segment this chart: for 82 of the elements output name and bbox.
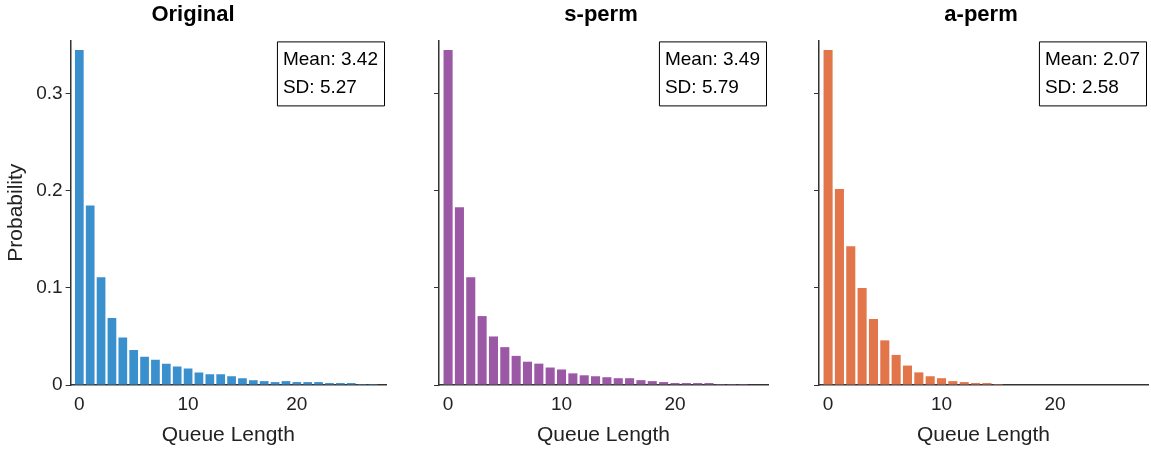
y-tick-label: 0.2 bbox=[36, 179, 63, 201]
bar bbox=[151, 359, 160, 385]
bar bbox=[868, 318, 878, 385]
y-tick-label: 0.1 bbox=[36, 276, 63, 298]
x-axis-title: Queue Length bbox=[536, 422, 671, 446]
bar bbox=[636, 380, 646, 385]
bar bbox=[959, 382, 969, 385]
bar bbox=[216, 374, 226, 385]
bar bbox=[925, 376, 935, 385]
x-tick-label: 0 bbox=[442, 392, 454, 414]
bar bbox=[568, 373, 578, 385]
bar bbox=[647, 381, 657, 385]
annotation: Mean: 3.42 bbox=[282, 47, 379, 69]
bar bbox=[880, 340, 890, 385]
bar bbox=[205, 374, 215, 385]
y-axis-title: Probability bbox=[3, 163, 27, 262]
x-axis-title: Queue Length bbox=[161, 422, 295, 446]
x-axis-title: Queue Length bbox=[916, 422, 1051, 446]
bar bbox=[129, 350, 139, 385]
bar bbox=[238, 378, 247, 385]
bar bbox=[511, 355, 521, 385]
annotation: Mean: 2.07 bbox=[1044, 47, 1141, 69]
bar bbox=[823, 50, 833, 385]
bar bbox=[522, 361, 533, 385]
bar bbox=[846, 246, 856, 385]
x-tick-label: 20 bbox=[286, 392, 308, 414]
bar bbox=[140, 356, 149, 385]
bar bbox=[443, 50, 453, 385]
x-tick-label: 20 bbox=[664, 392, 686, 414]
x-tick-label: 10 bbox=[930, 392, 953, 414]
bar bbox=[74, 50, 84, 385]
bar bbox=[602, 377, 612, 385]
bar bbox=[161, 363, 171, 385]
bar bbox=[914, 372, 924, 385]
bar bbox=[248, 380, 258, 385]
bar bbox=[96, 277, 106, 385]
bar bbox=[292, 382, 302, 385]
bar bbox=[488, 336, 498, 385]
bar bbox=[107, 318, 117, 385]
bar bbox=[891, 354, 901, 385]
bar bbox=[259, 381, 269, 385]
x-tick-label: 10 bbox=[550, 392, 573, 414]
bar bbox=[85, 205, 95, 385]
bar bbox=[834, 188, 844, 385]
chart-title: Original bbox=[151, 1, 235, 27]
bar bbox=[902, 365, 913, 385]
x-tick-label: 0 bbox=[822, 392, 834, 414]
annotation: SD: 5.79 bbox=[664, 75, 739, 97]
bar bbox=[303, 382, 313, 385]
y-tick-label: 0 bbox=[52, 373, 63, 395]
annotation: SD: 5.27 bbox=[282, 75, 357, 97]
annotation: SD: 2.58 bbox=[1044, 75, 1119, 97]
bar bbox=[314, 382, 323, 385]
bar bbox=[118, 337, 128, 385]
x-tick-label: 20 bbox=[1044, 392, 1066, 414]
bar bbox=[500, 347, 510, 385]
bar bbox=[613, 378, 623, 385]
bar bbox=[579, 375, 589, 385]
bar bbox=[625, 378, 635, 385]
x-tick-label: 0 bbox=[74, 392, 85, 414]
annotation: Mean: 3.49 bbox=[664, 47, 761, 69]
x-tick-label: 10 bbox=[177, 392, 199, 414]
bar bbox=[477, 316, 487, 385]
bar bbox=[194, 372, 204, 385]
bar bbox=[281, 381, 291, 385]
chart-title: a-perm bbox=[944, 1, 1018, 27]
bar bbox=[936, 378, 947, 385]
bar bbox=[454, 207, 464, 385]
bar bbox=[172, 366, 182, 385]
chart-title: s-perm bbox=[564, 1, 638, 27]
bar bbox=[545, 367, 555, 385]
bar bbox=[857, 287, 867, 385]
bar bbox=[183, 368, 193, 385]
bar bbox=[466, 277, 476, 385]
bar bbox=[227, 376, 236, 385]
bar bbox=[556, 369, 567, 385]
bar bbox=[591, 376, 601, 385]
bar bbox=[948, 381, 958, 385]
bar bbox=[270, 382, 280, 385]
bar bbox=[534, 363, 544, 385]
bar bbox=[659, 382, 669, 385]
y-tick-label: 0.3 bbox=[36, 82, 63, 104]
